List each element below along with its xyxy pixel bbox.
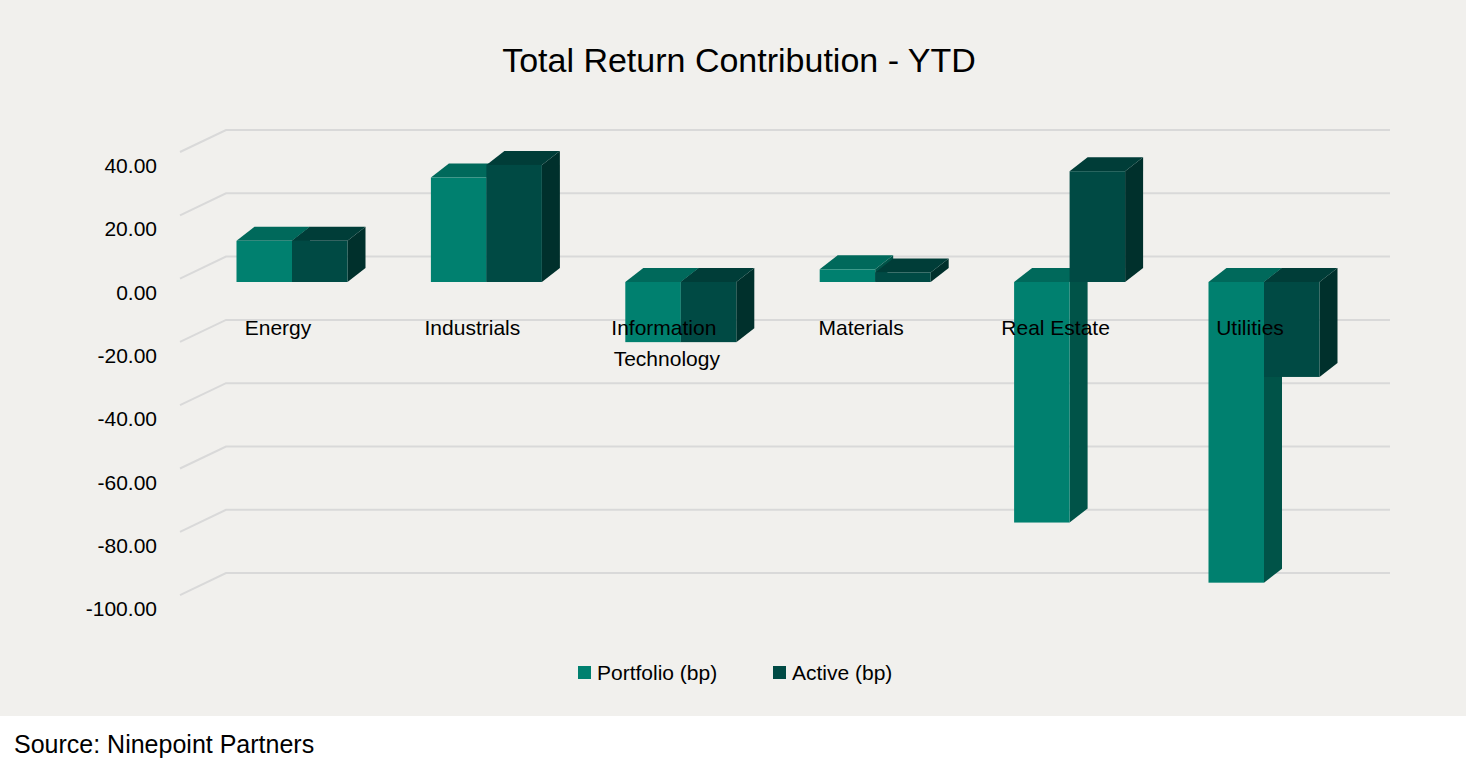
bar-top xyxy=(875,259,949,273)
bar-side xyxy=(1320,268,1338,377)
bar xyxy=(486,151,560,282)
label-line: Technology xyxy=(614,347,721,370)
bar-top xyxy=(292,227,366,241)
legend-swatch xyxy=(578,666,591,679)
bar-front xyxy=(875,273,931,282)
legend-label: Portfolio (bp) xyxy=(597,661,717,684)
y-tick-label: -60.00 xyxy=(97,471,157,494)
x-tick-label: Information Technology xyxy=(611,316,722,370)
bars xyxy=(237,151,1338,583)
bar-front xyxy=(486,165,542,282)
y-tick-label: 20.00 xyxy=(104,217,157,240)
bar xyxy=(1014,268,1088,523)
gridline xyxy=(180,130,1390,152)
bar-top xyxy=(486,151,560,165)
bar-side xyxy=(1070,268,1088,523)
source: Source: Ninepoint Partners xyxy=(14,730,314,758)
bar-top xyxy=(1070,157,1144,171)
bar xyxy=(1070,157,1144,282)
y-tick-label: 40.00 xyxy=(104,154,157,177)
x-tick-label: Energy xyxy=(245,316,312,339)
x-tick-label: Real Estate xyxy=(1001,316,1110,339)
y-tick-label: -40.00 xyxy=(97,407,157,430)
x-tick-label: Materials xyxy=(819,316,904,339)
chart: Total Return Contribution - YTD -100.00 -8… xyxy=(0,0,1478,767)
bar-front xyxy=(237,241,293,282)
label-line: Information xyxy=(611,316,722,339)
bar-top xyxy=(681,268,755,282)
x-tick-label: Utilities xyxy=(1216,316,1284,339)
bar-side xyxy=(542,151,560,282)
title: Total Return Contribution - YTD xyxy=(502,41,976,79)
legend: Portfolio (bp) Active (bp) xyxy=(578,661,892,684)
chart-background xyxy=(0,0,1466,716)
bar-front xyxy=(820,269,876,282)
bar-front xyxy=(431,178,487,282)
legend-label: Active (bp) xyxy=(792,661,892,684)
bar xyxy=(875,259,949,282)
y-tick-label: -100.00 xyxy=(86,597,157,620)
legend-swatch xyxy=(773,666,786,679)
bar-top xyxy=(1264,268,1338,282)
x-tick-label: Industrials xyxy=(425,316,521,339)
y-tick-label: -80.00 xyxy=(97,534,157,557)
gridlines xyxy=(180,130,1390,595)
gridline xyxy=(180,193,1390,215)
bar-front xyxy=(292,241,348,282)
bar-front xyxy=(1070,171,1126,282)
bar-side xyxy=(1125,157,1143,282)
y-tick-label: -20.00 xyxy=(97,344,157,367)
bar xyxy=(292,227,366,282)
y-tick-label: 0.00 xyxy=(116,281,157,304)
